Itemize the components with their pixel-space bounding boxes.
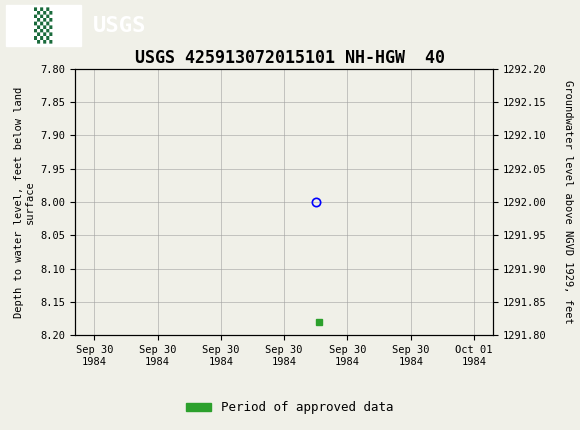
- Y-axis label: Depth to water level, feet below land
surface: Depth to water level, feet below land su…: [13, 86, 35, 318]
- FancyBboxPatch shape: [6, 5, 81, 46]
- Legend: Period of approved data: Period of approved data: [181, 396, 399, 419]
- Text: USGS 425913072015101 NH-HGW  40: USGS 425913072015101 NH-HGW 40: [135, 49, 445, 67]
- Text: USGS: USGS: [93, 16, 146, 36]
- Text: ▒: ▒: [34, 8, 53, 44]
- Y-axis label: Groundwater level above NGVD 1929, feet: Groundwater level above NGVD 1929, feet: [563, 80, 573, 324]
